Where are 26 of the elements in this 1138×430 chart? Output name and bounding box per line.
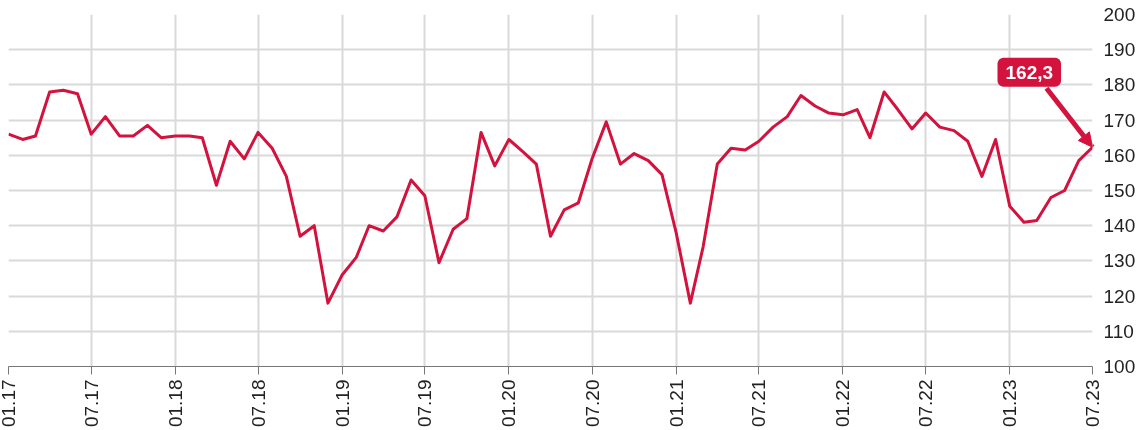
y-tick-label: 140 [1103, 215, 1136, 237]
x-tick-label: 01.23 [999, 379, 1021, 428]
y-tick-label: 180 [1103, 74, 1136, 96]
x-tick-label: 01.19 [331, 379, 353, 428]
x-tick-label: 01.21 [665, 379, 687, 428]
y-tick-label: 200 [1103, 4, 1136, 25]
y-tick-label: 120 [1103, 285, 1136, 307]
x-tick-label: 01.22 [832, 379, 854, 428]
y-tick-label: 190 [1103, 39, 1136, 61]
x-tick-label: 07.19 [414, 379, 436, 428]
x-tick-label: 07.17 [80, 379, 102, 428]
y-tick-label: 160 [1103, 144, 1136, 166]
y-tick-label: 110 [1103, 320, 1134, 342]
x-tick-label: 07.23 [1082, 379, 1103, 428]
x-tick-label: 07.18 [247, 379, 269, 428]
x-tick-label: 07.21 [748, 379, 770, 428]
x-tick-label: 07.22 [915, 379, 937, 428]
y-tick-label: 130 [1103, 250, 1136, 272]
y-tick-label: 100 [1103, 356, 1136, 377]
x-tick-label: 01.20 [498, 379, 520, 428]
x-tick-label: 01.18 [164, 379, 186, 428]
annotation: 162,3 [1005, 61, 1054, 83]
x-tick-label: 07.20 [581, 379, 603, 428]
x-tick-label: 01.17 [0, 379, 19, 428]
y-tick-label: 170 [1103, 109, 1136, 131]
y-tick-label: 150 [1103, 180, 1136, 201]
